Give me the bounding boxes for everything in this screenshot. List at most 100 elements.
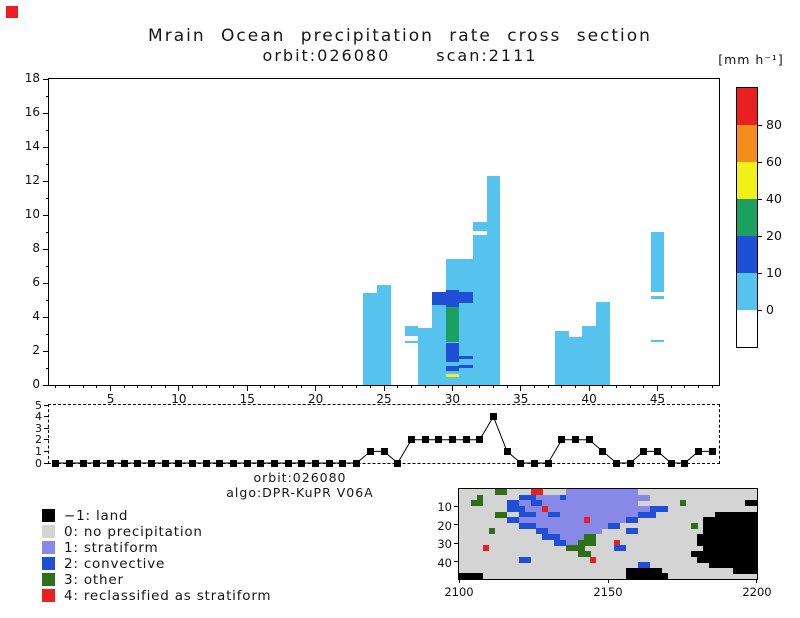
map-y-tick [454,524,459,526]
map-cell [613,539,621,546]
y-axis-tick-label: 6 [32,275,40,289]
map-cell [709,550,716,557]
map-cell [733,534,740,541]
map-cell [566,489,573,496]
precip-cell [459,291,473,304]
y-axis-tick-label: 4 [32,309,40,323]
colorbar-tick [757,272,762,274]
map-cell [631,511,639,518]
map-cell [578,539,585,546]
flag-marker [216,459,224,467]
flag-marker [407,436,415,444]
map-cell [536,500,543,507]
y-axis-tick [43,112,49,114]
map-cell [566,522,573,529]
y-axis-tick [43,282,49,284]
map-cell [602,517,609,524]
flag-y-tick-label: 0 [35,456,42,470]
map-cell [751,550,758,557]
x-axis-tick-label: 35 [513,392,529,406]
map-x-tick-label: 2200 [742,585,772,599]
y-axis-tick-label: 2 [32,343,40,357]
map-cell [625,489,633,496]
map-cell [524,505,531,512]
map-cell [697,550,704,557]
flag-marker [667,459,675,467]
x-axis-minor-tick [574,385,576,388]
flag-marker [476,436,484,444]
map-cell [482,545,490,552]
map-cell [745,562,752,569]
map-cell [548,534,555,541]
map-cell [637,494,645,501]
map-cell [745,500,752,507]
flag-marker [530,459,538,467]
x-axis-minor-tick [260,385,262,388]
colorbar-tick [757,309,762,311]
map-cell [715,511,722,518]
x-axis-minor-tick [410,385,412,388]
map-cell [661,505,668,512]
x-axis-tick-label: 25 [376,392,392,406]
map-cell [703,522,710,529]
x-axis-minor-tick [274,385,276,388]
x-axis-minor-tick [643,385,645,388]
map-cell [745,534,752,541]
map-cell [542,494,549,501]
precip-cell [472,231,487,235]
colorbar-unit-label: [mm h⁻¹] [718,52,784,67]
map-cell [464,573,472,580]
map-cell [733,556,740,563]
flag-marker [626,459,634,467]
map-cell [536,489,543,496]
y-axis-minor-tick [46,197,49,199]
map-cell [530,494,537,501]
colorbar-segment [737,199,757,236]
precip-cell [445,366,460,371]
precip-cell [445,306,460,343]
flag-marker [394,459,402,467]
x-axis-minor-tick [397,385,399,388]
map-cell [745,511,752,518]
x-axis-tick-label: 40 [581,392,597,406]
map-cell [554,505,561,512]
flag-y-tick-label: 3 [35,421,42,435]
map-cell [518,500,525,507]
map-cell [631,573,639,580]
precip-cell [404,326,419,336]
y-axis-minor-tick [46,265,49,267]
flag-marker [66,459,73,467]
map-cell [548,511,555,518]
colorbar-segment [737,125,757,162]
map-cell [512,500,519,507]
map-cell [715,522,722,529]
map-cell [619,500,627,507]
map-cell [590,517,597,524]
orbit-label: orbit:026080 [262,46,391,65]
flag-y-tick [44,404,49,406]
map-cell [613,489,621,496]
x-axis-minor-tick [55,385,57,388]
colorbar-segment [737,162,757,199]
precip-cell [650,339,665,343]
x-axis-minor-tick [137,385,139,388]
map-cell [703,534,710,541]
corner-marker [6,6,18,18]
flag-marker [189,459,197,467]
map-cell [613,500,621,507]
plot-captions: orbit:026080 algo:DPR-KuPR V06A [130,470,470,500]
map-cell [488,528,496,535]
flag-marker [640,447,648,455]
flag-marker [653,447,661,455]
x-axis-minor-tick [233,385,235,388]
precip-cell [431,291,446,306]
map-cell [643,573,651,580]
flag-marker [52,459,60,467]
map-cell [584,500,591,507]
x-axis-minor-tick [615,385,617,388]
map-cell [572,511,579,518]
map-cell [506,517,514,524]
map-x-tick [755,579,757,583]
map-cell [733,545,740,552]
map-cell [733,511,740,518]
